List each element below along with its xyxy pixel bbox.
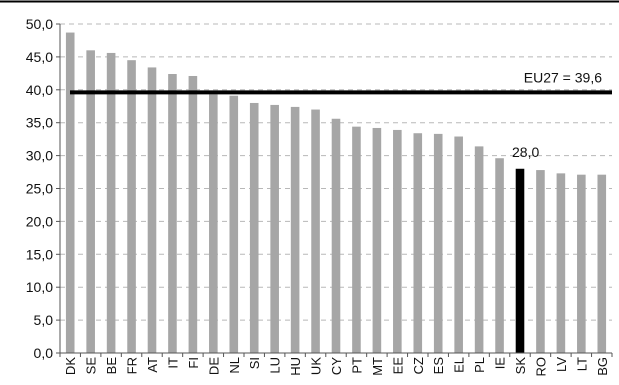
bar-nl xyxy=(229,95,239,354)
y-tick-label: 15,0 xyxy=(26,246,53,262)
highlight-value-label: 28,0 xyxy=(512,144,539,160)
bar-it xyxy=(168,74,177,354)
x-tick-label: AT xyxy=(145,357,160,373)
x-tick-label: LT xyxy=(574,357,589,371)
y-tick-labels: 0,0 5,0 10,0 15,0 20,0 25,0 30,0 35,0 40,0 45,0 50… xyxy=(26,16,53,361)
x-tick-label: PT xyxy=(349,357,364,374)
bar-ee xyxy=(393,129,402,353)
bar-mt xyxy=(372,127,382,354)
bar-hu xyxy=(290,106,300,354)
x-tick-label: SK xyxy=(513,357,528,375)
bar-fr xyxy=(127,60,136,353)
y-tick-label: 0,0 xyxy=(34,345,54,361)
x-tick-labels: DK SE BE FR AT IT FI DE NL SI LU HU UK CY PT MT EE CZ ES EL… xyxy=(63,357,610,377)
x-tick-label: DE xyxy=(206,357,221,375)
axes xyxy=(0,0,619,357)
y-tick-label: 30,0 xyxy=(26,148,53,164)
annotations: 28,0 EU27 = 39,6 xyxy=(512,69,602,159)
bar-bg xyxy=(597,174,607,353)
y-tick-label: 5,0 xyxy=(34,312,54,328)
bar-cz xyxy=(413,133,423,353)
y-tick-label: 20,0 xyxy=(26,213,53,229)
bar-lt xyxy=(577,174,586,353)
bar-be xyxy=(106,52,116,354)
x-tick-label: NL xyxy=(227,357,242,374)
bar-es xyxy=(433,133,443,353)
bar-de xyxy=(209,94,218,353)
y-tick-label: 35,0 xyxy=(26,115,53,131)
x-tick-label: ES xyxy=(431,357,446,375)
x-tick-label: CY xyxy=(329,357,344,375)
bar-highlight-sk xyxy=(515,168,525,353)
x-tick-label: BE xyxy=(104,357,119,375)
x-tick-label: UK xyxy=(309,357,324,375)
y-tick-label: 45,0 xyxy=(26,49,53,65)
bar-uk xyxy=(311,109,320,353)
y-tick-label: 40,0 xyxy=(26,82,53,98)
x-tick-label: SI xyxy=(247,357,262,369)
bar-fi xyxy=(188,75,198,354)
y-tick-label: 10,0 xyxy=(26,279,53,295)
bar-se xyxy=(86,50,95,353)
x-tick-label: CZ xyxy=(411,357,426,374)
eu27-reference-label: EU27 = 39,6 xyxy=(524,69,602,85)
bars xyxy=(65,32,607,354)
bar-at xyxy=(147,67,157,353)
bar-ie xyxy=(495,158,504,353)
x-tick-label: MT xyxy=(370,357,385,376)
x-tick-label: IT xyxy=(165,357,180,369)
x-tick-label: PL xyxy=(472,357,487,373)
bar-pl xyxy=(474,146,484,353)
x-tick-label: LV xyxy=(554,357,569,372)
x-tick-label: LU xyxy=(268,357,283,374)
bar-si xyxy=(249,102,259,354)
bar-cy xyxy=(331,118,341,353)
bar-lu xyxy=(270,104,279,354)
bar-lv xyxy=(556,173,566,353)
bar-dk xyxy=(65,32,75,353)
x-tick-label: IE xyxy=(493,357,508,370)
bar-el xyxy=(454,136,463,353)
x-tick-label: SE xyxy=(84,357,99,375)
y-tick-label: 50,0 xyxy=(26,16,53,32)
bar-ro xyxy=(536,170,545,353)
x-tick-label: BG xyxy=(595,357,610,376)
x-tick-label: EE xyxy=(390,357,405,375)
x-tick-label: EL xyxy=(452,357,467,373)
x-tick-label: HU xyxy=(288,357,303,376)
y-tick-label: 25,0 xyxy=(26,181,53,197)
x-tick-label: FR xyxy=(125,357,140,374)
x-tick-label: FI xyxy=(186,357,201,369)
x-tick-label: DK xyxy=(63,357,78,375)
bar-pt xyxy=(352,126,361,353)
x-tick-label: RO xyxy=(533,357,548,377)
